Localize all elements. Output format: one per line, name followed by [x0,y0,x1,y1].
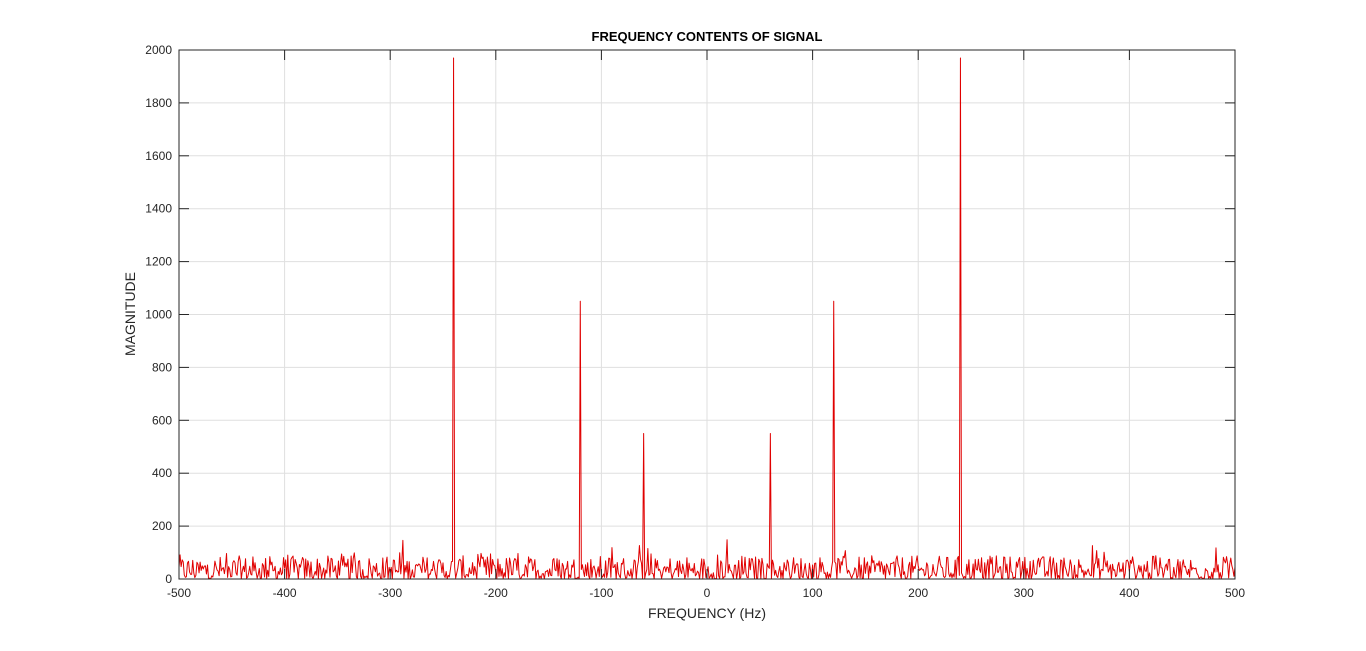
x-axis-label: FREQUENCY (Hz) [648,605,766,621]
chart-title: FREQUENCY CONTENTS OF SIGNAL [592,29,823,44]
tick-marks [178,49,1236,580]
x-tick-label: -100 [589,586,613,600]
x-tick-label: -200 [484,586,508,600]
x-tick-label: 500 [1225,586,1245,600]
x-tick-label: 300 [1014,586,1034,600]
y-tick-label: 0 [165,572,172,586]
y-tick-label: 1200 [145,255,172,269]
x-tick-label: 0 [704,586,711,600]
y-tick-label: 2000 [145,43,172,57]
x-tick-label: 200 [908,586,928,600]
y-tick-label: 200 [152,519,172,533]
x-tick-label: 400 [1119,586,1139,600]
y-tick-labels: 0 200 400 600 800 1000 1200 1400 1600 1800 2000 [145,43,172,586]
y-tick-label: 1800 [145,96,172,110]
y-tick-label: 600 [152,413,172,427]
x-tick-label: -500 [167,586,191,600]
y-tick-label: 400 [152,466,172,480]
y-tick-label: 1000 [145,308,172,322]
y-axis-label: MAGNITUDE [122,272,138,356]
x-tick-labels: -500 -400 -300 -200 -100 0 100 200 300 400 500 [167,586,1245,600]
y-tick-label: 1600 [145,149,172,163]
x-tick-label: -300 [378,586,402,600]
y-tick-label: 1400 [145,202,172,216]
y-tick-label: 800 [152,360,172,374]
x-tick-label: 100 [803,586,823,600]
x-tick-label: -400 [273,586,297,600]
